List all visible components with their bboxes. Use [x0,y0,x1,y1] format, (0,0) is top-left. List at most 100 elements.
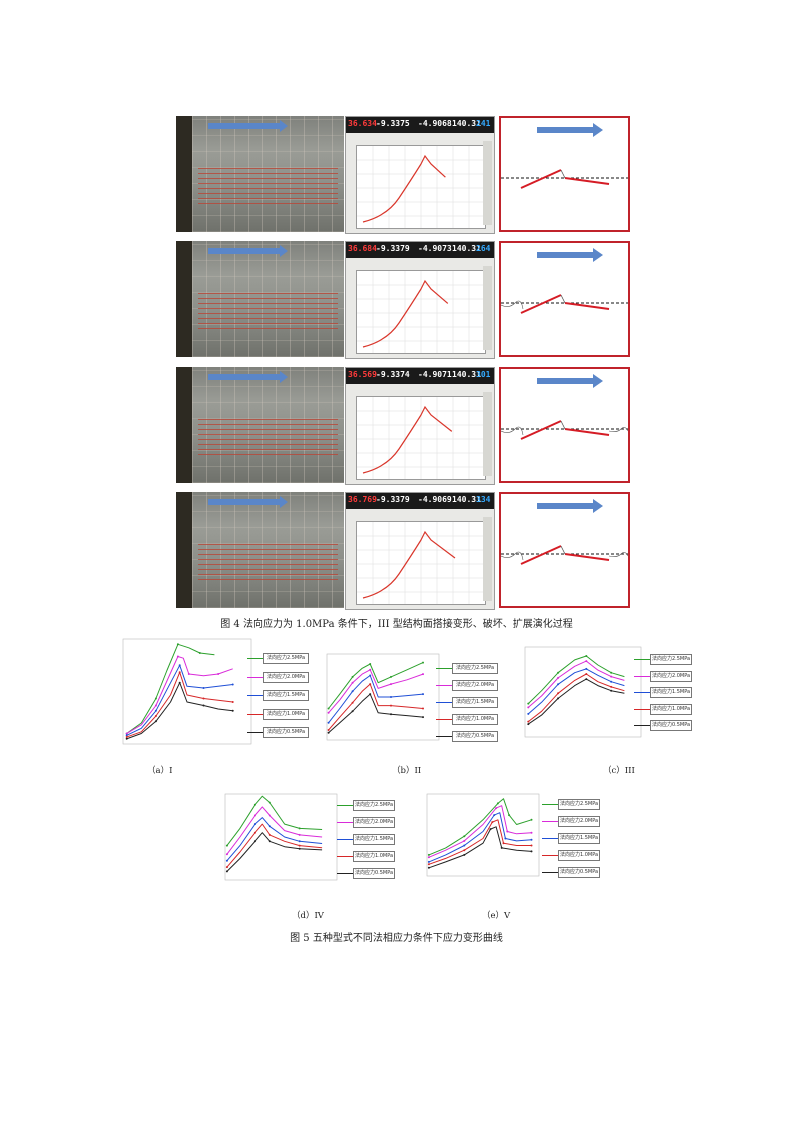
monitor-plot [356,145,486,229]
readout-value: -9.3379 [376,495,410,504]
data-point [202,704,205,707]
data-point [463,849,466,852]
data-point [557,676,560,679]
data-point [422,673,424,676]
monitor-plot [356,270,486,354]
data-point [500,846,503,849]
readout-bar: 36.684 -9.3379 -4.9073 140.31 264 [346,242,494,258]
data-point [125,734,128,737]
data-point [225,859,228,862]
data-point [427,863,430,866]
data-point [198,652,201,654]
crack-schematic [499,241,630,357]
readout-value: 36.684 [348,244,377,253]
series-line [428,826,532,869]
legend-leader-line [634,675,650,677]
legend-leader-line [247,713,263,715]
series-line [126,643,215,734]
legend-leader-line [337,856,353,857]
legend-entry: 法向应力2.0MPa [558,816,600,827]
legend-entry: 法向应力0.5MPa [353,868,395,879]
readout-value: 36.634 [348,119,377,128]
data-point [427,860,430,863]
data-point [508,814,511,817]
data-point [154,704,157,707]
data-point [225,866,228,869]
plot-frame [326,653,440,741]
series-line [226,817,323,862]
data-point [463,853,466,856]
data-point [369,663,372,665]
data-point [390,675,392,678]
legend-leader-line [436,719,452,720]
legend-leader-line [337,805,353,806]
data-point [530,818,533,821]
data-point [231,683,234,686]
readout-value: 140.31 [452,119,481,128]
series-line [527,660,625,708]
data-point [351,701,354,704]
series-line [226,795,323,846]
monitor-curve [357,146,485,228]
data-point [253,814,256,817]
legend-entry: 法向应力2.0MPa [263,671,309,683]
legend-entry: 法向应力2.5MPa [558,799,600,810]
data-point [557,671,560,674]
data-point [225,844,228,847]
legend-leader-line [247,732,263,733]
legend-leader-line [337,839,353,840]
legend-entry: 法向应力1.5MPa [263,690,309,701]
specimen-photo [176,492,344,608]
readout-value: 264 [476,244,491,253]
data-point [268,840,271,843]
test-monitor-screen: 36.569 -9.3374 -4.9071 140.31 301 [345,367,495,485]
data-point [491,821,494,824]
legend-leader-line [634,725,650,726]
legend-leader-line [634,692,650,693]
data-point [253,840,256,843]
legend-entry: 法向应力2.0MPa [353,817,395,828]
legend-leader-line [436,736,452,737]
monitor-curve [357,397,485,479]
data-point [530,850,533,853]
data-point [327,729,330,731]
data-point [268,833,271,836]
legend-leader-line [542,855,558,856]
data-point [463,844,466,847]
schematic-drawing [501,123,628,189]
data-point [351,681,354,684]
data-point [178,664,181,667]
legend-leader-line [436,702,452,703]
readout-value: 140.31 [452,244,481,253]
data-point [493,814,496,817]
shear-direction-arrow-icon [208,371,288,383]
specimen-photo [176,116,344,232]
legend-leader-line [247,695,263,696]
data-point [231,709,234,712]
stress-deformation-chart [224,793,338,881]
data-point [495,807,498,810]
legend-entry: 法向应力0.5MPa [452,731,498,742]
readout-value: -9.3379 [376,244,410,253]
arrow-head-icon [593,499,603,513]
legend-leader-line [436,685,452,686]
legend-entry: 法向应力0.5MPa [263,727,309,738]
legend-leader-line [634,659,650,660]
data-point [530,831,533,834]
data-point [298,840,301,843]
data-point [422,707,424,710]
readout-value: -4.9068 [418,119,452,128]
series-line [126,656,233,734]
stress-deformation-chart [426,793,540,877]
monitor-plot [356,521,486,605]
data-point [557,683,560,686]
data-point [369,683,372,686]
legend-entry: 法向应力1.0MPa [353,851,395,862]
series-line [527,655,625,704]
crack-schematic [499,492,630,608]
data-point [610,689,613,692]
monitor-side-toolbar [483,392,492,476]
shear-direction-arrow-icon [208,245,288,257]
data-point [154,709,157,712]
test-monitor-screen: 36.769 -9.3379 -4.9069 140.31 334 [345,492,495,610]
